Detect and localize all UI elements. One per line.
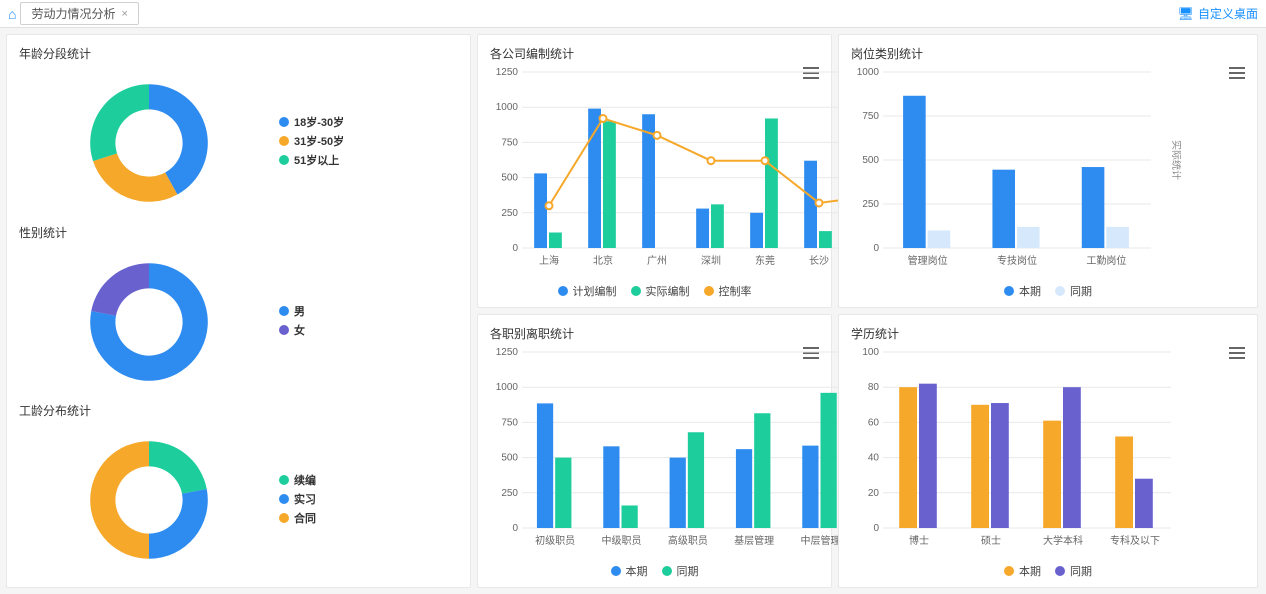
- svg-text:深圳: 深圳: [701, 255, 721, 267]
- svg-text:500: 500: [501, 173, 518, 184]
- legend-item[interactable]: 同期: [1055, 283, 1092, 299]
- panel-company-headcount: 各公司编制统计 025050075010001250实际统计上海北京广州深圳东莞…: [477, 34, 832, 308]
- panel-position-type: 岗位类别统计 0 250 500 750 1000 实际统计管理岗位 专技岗位 工勤岗位 本期…: [838, 34, 1258, 308]
- svg-text:基层管理: 基层管理: [734, 534, 774, 547]
- svg-text:500: 500: [862, 155, 879, 166]
- svg-text:1000: 1000: [857, 67, 880, 78]
- dashboard-grid: 各公司编制统计 025050075010001250实际统计上海北京广州深圳东莞…: [0, 28, 1266, 594]
- donut-section: 年龄分段统计 18岁-30岁 31岁-50岁 51岁以上: [19, 45, 462, 224]
- svg-text:1000: 1000: [496, 102, 519, 113]
- svg-text:工勤岗位: 工勤岗位: [1086, 254, 1126, 267]
- legend-item[interactable]: 51岁以上: [279, 152, 462, 168]
- legend-item[interactable]: 同期: [1055, 563, 1092, 579]
- legend-item[interactable]: 续编: [279, 472, 462, 488]
- legend-item[interactable]: 实习: [279, 491, 462, 507]
- panel-rank-attrition: 各职别离职统计 0 250 500 750 1000 1250 初级职员 中级职员 高级职员 基层…: [477, 314, 832, 588]
- svg-text:750: 750: [501, 417, 518, 428]
- svg-text:0: 0: [873, 523, 879, 534]
- svg-text:硕士: 硕士: [981, 534, 1001, 547]
- tab-current[interactable]: 劳动力情况分析 ×: [20, 2, 138, 25]
- legend: 本期同期: [851, 279, 1245, 301]
- svg-text:0: 0: [512, 243, 518, 254]
- panel-title: 各职别离职统计: [490, 325, 819, 342]
- home-icon[interactable]: ⌂: [8, 6, 16, 22]
- svg-text:初级职员: 初级职员: [535, 534, 575, 547]
- custom-desktop-link[interactable]: 🖥 自定义桌面: [1177, 5, 1258, 22]
- svg-text:中层管理: 中层管理: [801, 534, 841, 547]
- legend-item[interactable]: 同期: [662, 563, 699, 579]
- svg-text:250: 250: [501, 208, 518, 219]
- svg-text:1250: 1250: [496, 67, 519, 78]
- svg-text:博士: 博士: [909, 534, 929, 547]
- custom-desktop-label: 自定义桌面: [1198, 5, 1258, 22]
- svg-text:中级职员: 中级职员: [602, 534, 642, 547]
- legend-item[interactable]: 合同: [279, 510, 462, 526]
- svg-text:60: 60: [868, 417, 880, 428]
- svg-text:大学本科: 大学本科: [1043, 534, 1083, 547]
- legend-item[interactable]: 女: [279, 322, 462, 338]
- svg-text:750: 750: [862, 111, 879, 122]
- svg-text:250: 250: [501, 488, 518, 499]
- panel-title: 岗位类别统计: [851, 45, 1245, 62]
- donut-container: 年龄分段统计 18岁-30岁 31岁-50岁 51岁以上性别统计男女工龄分布统计续编实…: [19, 45, 462, 581]
- donut-section: 性别统计男女: [19, 224, 462, 403]
- panel-education: 学历统计 0 20 40 60 80 100 博士 硕士 大学本科 专科及以下 本期同期: [838, 314, 1258, 588]
- svg-text:0: 0: [873, 243, 879, 254]
- svg-text:1250: 1250: [496, 347, 519, 358]
- tab-label: 劳动力情况分析: [31, 5, 115, 22]
- svg-text:100: 100: [862, 347, 879, 358]
- svg-text:上海: 上海: [539, 254, 559, 267]
- chart-area: 0 250 500 750 1000 实际统计管理岗位 专技岗位 工勤岗位: [851, 62, 1245, 279]
- svg-text:0: 0: [512, 523, 518, 534]
- svg-text:北京: 北京: [593, 254, 613, 267]
- svg-text:20: 20: [868, 488, 880, 499]
- chart-area: 0 20 40 60 80 100 博士 硕士 大学本科 专科及以下: [851, 342, 1245, 559]
- svg-text:专科及以下: 专科及以下: [1110, 534, 1160, 547]
- svg-text:东莞: 东莞: [755, 254, 775, 267]
- svg-text:250: 250: [862, 199, 879, 210]
- legend-item[interactable]: 31岁-50岁: [279, 133, 462, 149]
- legend-item[interactable]: 本期: [1004, 563, 1041, 579]
- legend: 本期同期: [490, 559, 819, 581]
- svg-text:80: 80: [868, 382, 880, 393]
- chart-area: 025050075010001250初级职员中级职员高级职员基层管理中层管理高层…: [490, 342, 819, 559]
- close-icon[interactable]: ×: [121, 8, 127, 20]
- svg-text:管理岗位: 管理岗位: [908, 254, 948, 267]
- panel-title: 学历统计: [851, 325, 1245, 342]
- legend: 计划编制实际编制控制率: [490, 279, 819, 301]
- donut-title: 年龄分段统计: [19, 45, 462, 62]
- donut-title: 工龄分布统计: [19, 402, 462, 419]
- legend-item[interactable]: 计划编制: [558, 283, 617, 299]
- legend-item[interactable]: 18岁-30岁: [279, 114, 462, 130]
- panel-demographics: 年龄分段统计 18岁-30岁 31岁-50岁 51岁以上性别统计男女工龄分布统计续编实…: [6, 34, 471, 588]
- legend: 本期同期: [851, 559, 1245, 581]
- svg-text:高级职员: 高级职员: [668, 534, 708, 547]
- donut-title: 性别统计: [19, 224, 462, 241]
- monitor-icon: 🖥: [1177, 6, 1194, 22]
- svg-text:500: 500: [501, 453, 518, 464]
- donut-section: 工龄分布统计续编实习合同: [19, 402, 462, 581]
- svg-text:专技岗位: 专技岗位: [997, 254, 1037, 267]
- svg-text:长沙: 长沙: [809, 255, 829, 267]
- svg-text:实际统计: 实际统计: [1170, 140, 1181, 180]
- svg-text:750: 750: [501, 137, 518, 148]
- svg-text:1000: 1000: [496, 382, 519, 393]
- topbar: ⌂ 劳动力情况分析 × 🖥 自定义桌面: [0, 0, 1266, 28]
- legend-item[interactable]: 男: [279, 303, 462, 319]
- panel-title: 各公司编制统计: [490, 45, 819, 62]
- legend-item[interactable]: 实际编制: [631, 283, 690, 299]
- topbar-left: ⌂ 劳动力情况分析 ×: [8, 2, 139, 25]
- svg-text:40: 40: [868, 453, 880, 464]
- legend-item[interactable]: 控制率: [704, 283, 752, 299]
- chart-area: 025050075010001250实际统计上海北京广州深圳东莞长沙杭州: [490, 62, 819, 279]
- svg-text:广州: 广州: [647, 255, 667, 267]
- legend-item[interactable]: 本期: [611, 563, 648, 579]
- legend-item[interactable]: 本期: [1004, 283, 1041, 299]
